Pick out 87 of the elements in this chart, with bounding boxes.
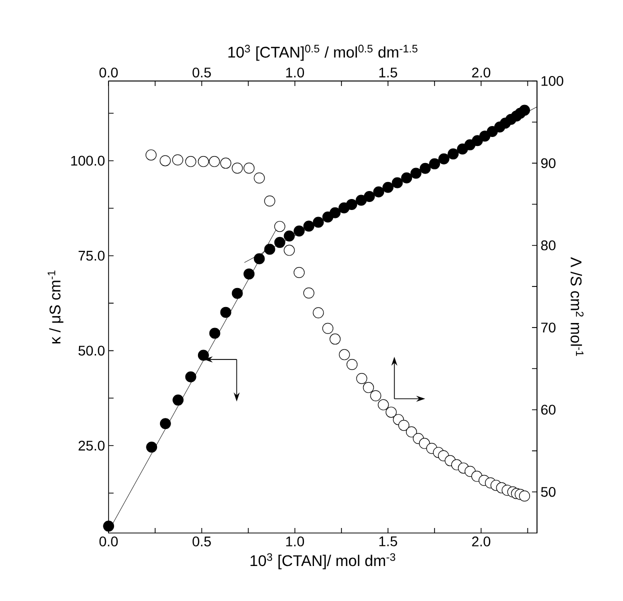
x2-axis-title: 10$^{3}$ [CTAN]$^{0.5}$ / mol$^{0.5}$ dm$^{-1.5}$ [228,44,418,61]
x2-tick-label: 2.0 [472,536,490,546]
point [398,420,410,431]
point [254,172,265,184]
y-tick-label: 50.0 [78,346,105,356]
point [284,244,295,256]
point [338,349,350,360]
point [346,198,358,210]
point [406,426,417,438]
x-tick-label: 0.5 [192,68,211,78]
point [220,306,232,318]
point [244,268,255,280]
point [370,390,382,402]
point [410,168,422,179]
x-tick-label: 1.5 [379,68,398,78]
x2-tick-label: 0.5 [192,536,211,546]
point [198,156,209,168]
point [438,153,450,164]
point [322,322,334,334]
y2-tick-label: 70 [541,322,556,332]
point [274,236,286,248]
point [386,406,397,418]
point [198,350,209,361]
point [330,207,341,218]
y-tick-label: 75.0 [78,250,105,261]
point [420,162,431,174]
x2-tick-label: 1.5 [379,536,398,546]
x-tick-label: 0.0 [99,68,118,78]
point [264,195,276,206]
point [284,230,295,242]
point [392,177,403,188]
point [172,154,184,166]
y2-tick-label: 60 [541,404,556,415]
point [519,490,530,502]
point [160,155,171,166]
point [382,182,394,193]
point [185,371,196,382]
point [356,194,367,206]
y2-tick-label: 100 [542,76,564,86]
point [419,438,430,449]
point [208,156,220,168]
point [232,162,243,174]
y2-tick-label: 90 [541,158,556,168]
y-tick-label: 100.0 [71,156,105,166]
point [373,186,384,198]
point [303,220,314,232]
point [479,130,490,142]
point [378,399,389,410]
point [312,307,324,318]
point [486,126,498,138]
point [519,104,530,116]
point [429,158,440,170]
point [472,135,483,146]
y2-tick-label: 80 [541,240,556,250]
point [264,244,276,255]
point [172,394,184,406]
point [103,520,114,532]
point [209,328,220,339]
point [160,418,171,430]
point [303,288,314,299]
point [274,220,286,232]
x-tick-label: 2.0 [472,68,490,78]
x2-tick-label: 1.0 [286,536,304,546]
x2-tick-label: 0.0 [99,536,118,546]
y-tick-label: 25.0 [78,440,105,451]
y2-tick-label: 50 [541,486,556,497]
point [146,149,157,160]
point [346,359,358,370]
point [401,172,412,184]
point [330,334,341,345]
point [312,216,324,228]
point [294,226,305,237]
point [232,288,243,299]
point [294,266,305,278]
y2-axis-title: Λ /S cm$^{2}$ mol$^{-1}$ [570,257,584,356]
point [362,382,374,394]
point [220,158,232,169]
point [244,162,255,174]
x-tick-label: 1.0 [286,68,304,78]
point [185,156,196,168]
y-axis-title: κ / μS cm$^{-1}$ [48,270,64,344]
point [448,148,459,160]
point [364,190,375,202]
point [356,372,368,384]
x-axis-title: 10$^{3}$ [CTAN]/ mol dm$^{-3}$ [250,553,396,570]
point [254,253,265,264]
point [146,442,158,453]
